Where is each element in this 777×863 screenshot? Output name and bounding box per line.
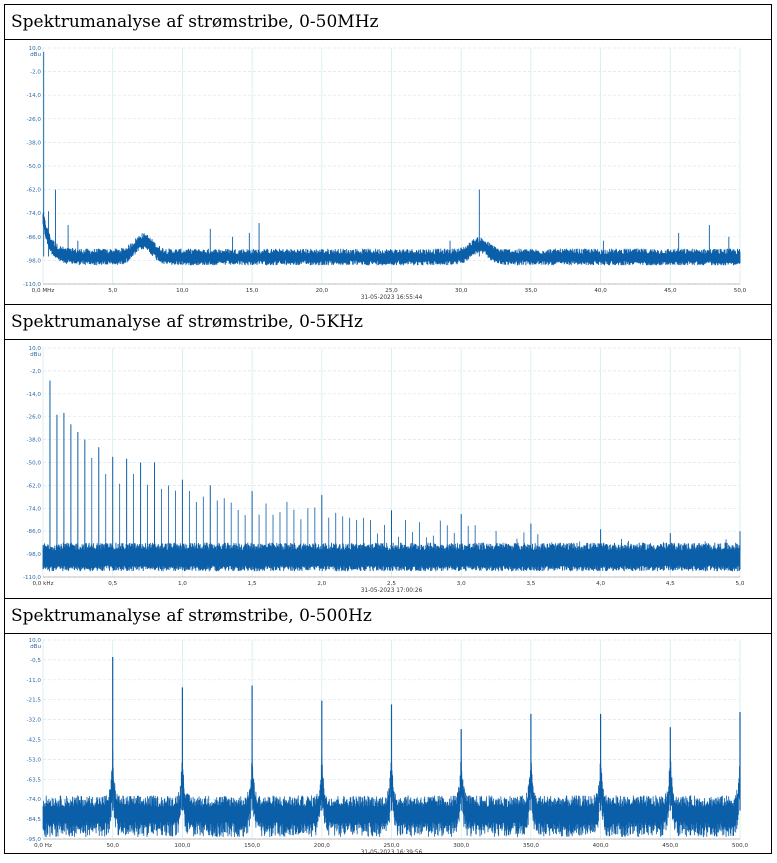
y-tick-label: -42,5 <box>27 738 42 744</box>
x-tick-label: 2,5 <box>387 581 396 587</box>
y-tick-label: 10,0 <box>29 638 42 644</box>
x-tick-label: 0,0 Hz <box>34 843 52 849</box>
y-tick-label: -98,0 <box>27 258 42 264</box>
x-tick-label: 0,0 kHz <box>32 581 53 587</box>
y-axis-unit: dBu <box>30 644 41 650</box>
timestamp-label: 31-05-2023 16:55:44 <box>361 295 423 301</box>
x-tick-label: 2,0 <box>317 581 326 587</box>
x-tick-label: 400,0 <box>593 843 609 849</box>
y-tick-label: -11,0 <box>27 678 42 684</box>
y-tick-label: -50,0 <box>27 164 42 170</box>
y-tick-label: -74,0 <box>27 506 42 512</box>
y-tick-label: -14,0 <box>27 392 42 398</box>
y-tick-label: -62,0 <box>27 483 42 489</box>
x-tick-label: 0,5 <box>108 581 117 587</box>
y-tick-label: -86,0 <box>27 235 42 241</box>
spectrum-plot-cell: 10,0 -2,0 -14,0 -26,0 -38,0 -50,0 -62,0 -74,0 -8… <box>5 340 771 599</box>
y-tick-label: -14,0 <box>27 93 42 99</box>
x-tick-label: 200,0 <box>314 843 330 849</box>
x-tick-label: 5,0 <box>736 581 745 587</box>
panel-title: Spektrumanalyse af strømstribe, 0-500Hz <box>5 599 771 634</box>
y-tick-label: -74,0 <box>27 797 42 803</box>
x-tick-label: 35,0 <box>525 288 538 294</box>
x-tick-label: 10,0 <box>176 288 189 294</box>
x-tick-label: 3,0 <box>457 581 466 587</box>
noise-floor-trace <box>42 542 741 572</box>
x-tick-label: 15,0 <box>246 288 259 294</box>
y-tick-label: -50,0 <box>27 461 42 467</box>
x-tick-label: 250,0 <box>383 843 399 849</box>
y-tick-label: -2,0 <box>30 70 41 76</box>
y-tick-label: -26,0 <box>27 415 42 421</box>
y-tick-label: -2,0 <box>30 369 41 375</box>
y-tick-label: -38,0 <box>27 438 42 444</box>
y-tick-label: -53,0 <box>27 757 42 763</box>
y-tick-label: -98,0 <box>27 552 42 558</box>
x-tick-label: 500,0 <box>732 843 748 849</box>
y-axis-unit: dBu <box>30 352 41 358</box>
y-tick-label: 10,0 <box>29 46 42 52</box>
y-tick-label: -110,0 <box>23 282 41 288</box>
spectrum-plot-cell: 10,0 -2,0 -14,0 -26,0 -38,0 -50,0 -62,0 -74,0 -8… <box>5 40 771 305</box>
y-tick-label: -63,5 <box>27 777 42 783</box>
x-tick-label: 50,0 <box>734 288 747 294</box>
x-tick-label: 25,0 <box>385 288 398 294</box>
y-tick-label: -0,5 <box>30 658 41 664</box>
figure-table: Spektrumanalyse af strømstribe, 0-50MHz … <box>4 4 772 856</box>
noise-trace <box>42 211 741 266</box>
y-tick-label: -62,0 <box>27 188 42 194</box>
panel-title: Spektrumanalyse af strømstribe, 0-50MHz <box>5 5 771 40</box>
y-tick-label: 10,0 <box>29 346 42 352</box>
x-tick-label: 45,0 <box>664 288 677 294</box>
x-tick-label: 450,0 <box>662 843 678 849</box>
y-tick-label: -110,0 <box>23 575 41 581</box>
x-tick-label: 1,5 <box>248 581 257 587</box>
x-tick-label: 50,0 <box>106 843 119 849</box>
y-tick-label: -26,0 <box>27 117 42 123</box>
spectrum-plot-cell: 10,0 -0,5 -11,0 -21,5 -32,0 -42,5 -53,0 -63,5 -7… <box>5 634 771 856</box>
y-tick-label: -74,0 <box>27 211 42 217</box>
x-tick-label: 0,0 MHz <box>32 288 55 294</box>
panel-title: Spektrumanalyse af strømstribe, 0-5KHz <box>5 305 771 340</box>
timestamp-label: 31-05-2023 17:00:26 <box>361 588 423 594</box>
x-tick-label: 3,5 <box>526 581 535 587</box>
x-tick-label: 40,0 <box>594 288 607 294</box>
x-tick-label: 150,0 <box>244 843 260 849</box>
x-tick-label: 20,0 <box>316 288 329 294</box>
x-tick-label: 4,5 <box>666 581 675 587</box>
x-tick-label: 1,0 <box>178 581 187 587</box>
spectrum-chart-0-5khz: 10,0 -2,0 -14,0 -26,0 -38,0 -50,0 -62,0 -74,0 -8… <box>23 346 745 594</box>
x-tick-label: 300,0 <box>453 843 469 849</box>
y-axis-unit: dBu <box>30 52 41 58</box>
y-tick-label: -21,5 <box>27 698 42 704</box>
y-tick-label: -38,0 <box>27 140 42 146</box>
x-tick-label: 350,0 <box>523 843 539 849</box>
x-tick-label: 30,0 <box>455 288 468 294</box>
y-tick-label: -32,0 <box>27 718 42 724</box>
spectrum-chart-0-50mhz: 10,0 -2,0 -14,0 -26,0 -38,0 -50,0 -62,0 -74,0 -8… <box>23 46 747 301</box>
x-tick-label: 100,0 <box>174 843 190 849</box>
y-tick-label: -95,0 <box>27 837 42 843</box>
y-tick-label: -84,5 <box>27 817 42 823</box>
x-tick-label: 4,0 <box>596 581 605 587</box>
x-tick-label: 5,0 <box>108 288 117 294</box>
y-tick-label: -86,0 <box>27 529 42 535</box>
timestamp-label: 31-05-2023 16:39:56 <box>361 850 423 853</box>
spectrum-chart-0-500hz: 10,0 -0,5 -11,0 -21,5 -32,0 -42,5 -53,0 -63,5 -7… <box>27 638 749 856</box>
